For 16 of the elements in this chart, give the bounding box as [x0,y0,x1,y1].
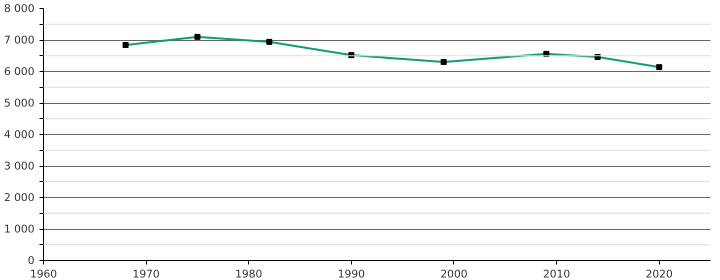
x-tick-label: 1980 [235,268,263,280]
y-tick-label: 1 000 [4,222,35,236]
x-tick-label: 2020 [646,268,673,280]
y-tick-label: 5 000 [4,96,35,110]
y-tick-label: 2 000 [4,191,35,204]
x-tick-label: 1960 [30,268,58,280]
x-tick-label: 2000 [440,268,468,280]
y-tick-label: 7 000 [4,34,35,46]
y-tick-label: 8 000 [4,2,35,15]
x-tick-label: 1990 [338,268,366,280]
y-tick-label: 4 000 [4,128,35,141]
y-tick-label: 6 000 [4,65,35,78]
x-tick-label: 1970 [132,268,160,280]
y-tick-label: 3 000 [4,160,35,172]
x-tick-label: 2010 [543,268,570,280]
y-tick-label: 0 [28,254,35,267]
